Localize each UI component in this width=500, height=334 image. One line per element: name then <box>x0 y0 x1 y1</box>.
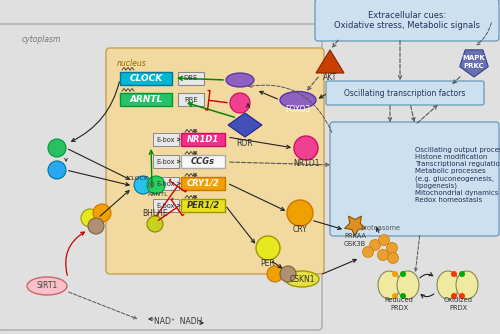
Circle shape <box>48 161 66 179</box>
Text: Oxidized
PRDX: Oxidized PRDX <box>444 298 472 311</box>
Circle shape <box>400 271 406 277</box>
Text: ROR: ROR <box>236 139 254 148</box>
Text: ⊗: ⊗ <box>146 180 154 190</box>
Text: ARNTL: ARNTL <box>130 95 162 104</box>
Circle shape <box>362 246 374 258</box>
Ellipse shape <box>397 271 419 299</box>
Text: CRY1/2: CRY1/2 <box>186 179 220 188</box>
Bar <box>153 155 179 168</box>
Circle shape <box>48 139 66 157</box>
Bar <box>178 72 204 85</box>
Text: ARNTL: ARNTL <box>148 191 169 196</box>
Circle shape <box>81 209 99 227</box>
FancyBboxPatch shape <box>106 48 324 274</box>
Text: CLOCK: CLOCK <box>130 74 162 83</box>
Text: SIRT1: SIRT1 <box>36 282 58 291</box>
Ellipse shape <box>456 271 478 299</box>
Circle shape <box>267 266 283 282</box>
Text: Oscillating transcription factors: Oscillating transcription factors <box>344 89 466 98</box>
Text: Extracellular cues:
Oxidative stress, Metabolic signals: Extracellular cues: Oxidative stress, Me… <box>334 11 480 30</box>
Ellipse shape <box>280 92 316 109</box>
Text: E-box: E-box <box>157 159 176 165</box>
Text: CSKN1: CSKN1 <box>289 275 315 284</box>
Ellipse shape <box>27 277 67 295</box>
FancyBboxPatch shape <box>315 0 499 41</box>
Bar <box>181 177 225 190</box>
Text: Reduced
PRDX: Reduced PRDX <box>384 298 414 311</box>
Text: AKT: AKT <box>323 73 337 82</box>
Circle shape <box>459 293 465 299</box>
Text: nucleus: nucleus <box>117 59 147 68</box>
Circle shape <box>134 176 152 194</box>
Ellipse shape <box>285 271 319 287</box>
Text: NR1D1: NR1D1 <box>293 160 320 168</box>
Circle shape <box>370 239 380 250</box>
Text: Oscillating output processes:
Histone modification
Transcriptional regulation
Me: Oscillating output processes: Histone mo… <box>415 147 500 203</box>
Circle shape <box>287 200 313 226</box>
Circle shape <box>88 218 104 234</box>
Text: PER: PER <box>260 259 276 268</box>
Circle shape <box>400 293 406 299</box>
Bar <box>181 133 225 146</box>
Text: CLOCK: CLOCK <box>128 175 148 180</box>
Circle shape <box>378 234 390 245</box>
Circle shape <box>93 204 111 222</box>
Circle shape <box>256 236 280 260</box>
Circle shape <box>392 293 398 299</box>
FancyBboxPatch shape <box>326 81 484 105</box>
Bar <box>120 93 172 106</box>
Text: CRY: CRY <box>292 224 308 233</box>
Bar <box>181 155 225 168</box>
Polygon shape <box>228 113 262 137</box>
Text: BHLHE: BHLHE <box>142 208 168 217</box>
Circle shape <box>392 271 398 277</box>
FancyBboxPatch shape <box>0 24 322 330</box>
Circle shape <box>388 253 398 264</box>
Text: NAD⁺  NADH: NAD⁺ NADH <box>154 317 202 326</box>
Bar <box>153 177 179 190</box>
Ellipse shape <box>437 271 459 299</box>
Text: RRE: RRE <box>184 97 198 103</box>
Text: cytoplasm: cytoplasm <box>22 35 62 44</box>
Circle shape <box>378 249 388 261</box>
Polygon shape <box>344 216 366 236</box>
Circle shape <box>459 271 465 277</box>
Circle shape <box>230 93 250 113</box>
Bar <box>153 133 179 146</box>
Polygon shape <box>316 50 344 73</box>
Text: CCGs: CCGs <box>191 157 215 166</box>
Text: FOXO3: FOXO3 <box>286 106 310 115</box>
Text: E-box: E-box <box>157 202 176 208</box>
Text: NR1D1: NR1D1 <box>187 135 219 144</box>
Circle shape <box>147 216 163 232</box>
Ellipse shape <box>378 271 400 299</box>
Text: E-box: E-box <box>157 137 176 143</box>
Text: E-box: E-box <box>157 180 176 186</box>
Circle shape <box>451 271 457 277</box>
Bar <box>153 199 179 212</box>
Text: proteasome: proteasome <box>360 225 400 231</box>
Circle shape <box>280 266 296 282</box>
Circle shape <box>451 293 457 299</box>
Text: PRKAA
GSK3B: PRKAA GSK3B <box>344 233 366 246</box>
Bar <box>178 93 204 106</box>
Text: MAPK
PRKC: MAPK PRKC <box>462 55 485 68</box>
FancyBboxPatch shape <box>330 122 499 236</box>
Bar <box>181 199 225 212</box>
Bar <box>120 72 172 85</box>
Text: PER1/2: PER1/2 <box>186 201 220 210</box>
Circle shape <box>294 136 318 160</box>
Text: DBE: DBE <box>184 75 198 81</box>
Circle shape <box>386 242 398 254</box>
Circle shape <box>147 176 165 194</box>
Ellipse shape <box>226 73 254 87</box>
